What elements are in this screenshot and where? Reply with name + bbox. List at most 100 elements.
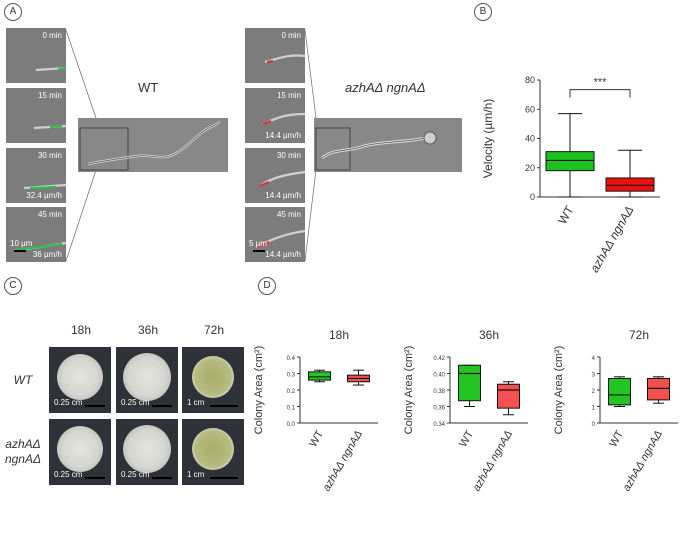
mutant-hypha-micrograph	[314, 118, 462, 172]
mutant-growth-trail	[256, 240, 270, 249]
y-tick-label: 0.40	[433, 373, 445, 379]
wt-growth-trail	[15, 242, 63, 252]
y-tick-label: 60	[525, 104, 535, 114]
colony-area-36h-boxplot: 0.34 0.36 0.38 0.40 0.42 36h Colony Area (cm²)…	[403, 328, 528, 494]
wt-hypha-micrograph	[78, 118, 228, 172]
scale-bar-label: 5 µm	[249, 239, 267, 248]
velocity-label: 14.4 µm/h	[265, 131, 301, 140]
significance-stars: ***	[594, 77, 608, 89]
box-wt	[308, 369, 331, 383]
chart-title: 36h	[479, 328, 499, 342]
category-label: WT	[457, 428, 476, 449]
colony-photo: 0.25 cm	[49, 347, 111, 413]
velocity-boxplot: 0 20 40 60 80 Velocity (µm/h) WT azhAΔ ngnAΔ ***	[481, 75, 660, 275]
scale-bar-label: 0.25 cm	[54, 398, 83, 407]
y-axis-label: Colony Area (cm²)	[553, 346, 565, 435]
wt-growth-trail	[29, 185, 57, 190]
colony-photo: 1 cm	[182, 347, 244, 413]
time-header: 18h	[70, 323, 92, 337]
colony-photo: 0.25 cm	[116, 347, 178, 413]
colony	[123, 353, 171, 401]
colony	[57, 426, 103, 472]
box-iqr	[608, 377, 631, 406]
velocity-label: 14.4 µm/h	[265, 250, 301, 259]
box-iqr	[647, 377, 670, 401]
box-mutant	[605, 149, 655, 198]
scale-bar-label: 10 µm	[10, 239, 33, 248]
wt-tile: 0 min	[6, 28, 66, 83]
wt-growth-trail	[57, 66, 66, 71]
box-iqr	[605, 177, 655, 192]
category-label: azhAΔ ngnAΔ	[321, 429, 365, 494]
mutant-growth-trail	[258, 180, 270, 188]
box-wt	[545, 113, 595, 198]
box-iqr	[497, 383, 520, 409]
mutant-title: azhAΔ ngnAΔ	[345, 80, 426, 95]
colony	[192, 356, 234, 398]
y-tick-label: 20	[525, 163, 535, 173]
y-tick-label: 1	[592, 406, 596, 412]
scale-bar-label: 1 cm	[187, 398, 205, 407]
box-wt	[608, 376, 631, 407]
y-tick-label: 4	[592, 356, 596, 362]
box-mutant	[347, 369, 370, 386]
category-label: azhAΔ ngnAΔ	[621, 429, 665, 494]
scale-bar-label: 0.25 cm	[54, 470, 83, 479]
panel-label-b: B	[474, 3, 492, 21]
scale-bar-label: 0.25 cm	[121, 470, 150, 479]
scale-bar	[210, 405, 238, 407]
y-tick-label: 80	[525, 75, 535, 85]
time-label: 15 min	[37, 91, 62, 100]
chart-title: 18h	[329, 328, 349, 342]
category-label: WT	[607, 428, 626, 449]
colony	[192, 428, 234, 470]
scale-bar	[85, 405, 105, 407]
scale-bar	[253, 250, 265, 252]
scale-bar	[152, 405, 172, 407]
scale-bar	[14, 250, 26, 252]
category-label: azhAΔ ngnAΔ	[587, 204, 636, 275]
velocity-label: 32.4 µm/h	[26, 191, 62, 200]
wt-tile: 45 min 36 µm/h 10 µm	[6, 207, 66, 262]
mutant-tile: 30 min 14.4 µm/h	[245, 148, 305, 203]
panel-label-d: D	[258, 277, 276, 295]
category-label: WT	[555, 203, 577, 227]
category-label: WT	[307, 428, 326, 449]
box-iqr	[545, 151, 595, 172]
y-axis-label: Colony Area (cm²)	[403, 346, 415, 435]
y-axis-label: Colony Area (cm²)	[253, 346, 265, 435]
time-label: 45 min	[276, 210, 301, 219]
y-tick-label: 0	[592, 422, 596, 428]
mutant-growth-trail	[262, 119, 272, 126]
time-label: 15 min	[276, 91, 301, 100]
box-iqr	[308, 371, 331, 381]
time-label: 30 min	[276, 151, 301, 160]
colony-area-18h-boxplot: 0.0 0.1 0.2 0.3 0.4 18h Colony Area (cm²) WTazh…	[253, 328, 378, 494]
scale-bar-label: 1 cm	[187, 470, 205, 479]
box-mutant	[497, 381, 520, 416]
colony-photo: 0.25 cm	[49, 419, 111, 485]
y-tick-label: 0.34	[433, 422, 445, 428]
scale-bar	[210, 477, 238, 479]
scale-bar	[85, 477, 105, 479]
y-tick-label: 0.36	[433, 406, 445, 412]
y-tick-label: 0.1	[287, 406, 296, 412]
box-iqr	[458, 364, 481, 402]
wt-title: WT	[138, 80, 159, 95]
y-tick-label: 3	[592, 373, 596, 379]
y-tick-label: 40	[525, 134, 535, 144]
significance-bracket	[569, 89, 631, 98]
scale-bar	[152, 477, 172, 479]
y-tick-label: 0.4	[287, 356, 296, 362]
colony-photo: 0.25 cm	[116, 419, 178, 485]
chart-title: 72h	[629, 328, 649, 342]
wt-growth-trail	[49, 124, 63, 129]
scale-bar-label: 0.25 cm	[121, 398, 150, 407]
time-label: 30 min	[37, 151, 62, 160]
strain-row-label: WT	[13, 373, 33, 387]
time-label: 0 min	[281, 31, 301, 40]
velocity-label: 36 µm/h	[32, 250, 62, 259]
mutant-tile: 0 min	[245, 28, 305, 83]
wt-tile: 15 min	[6, 88, 66, 143]
